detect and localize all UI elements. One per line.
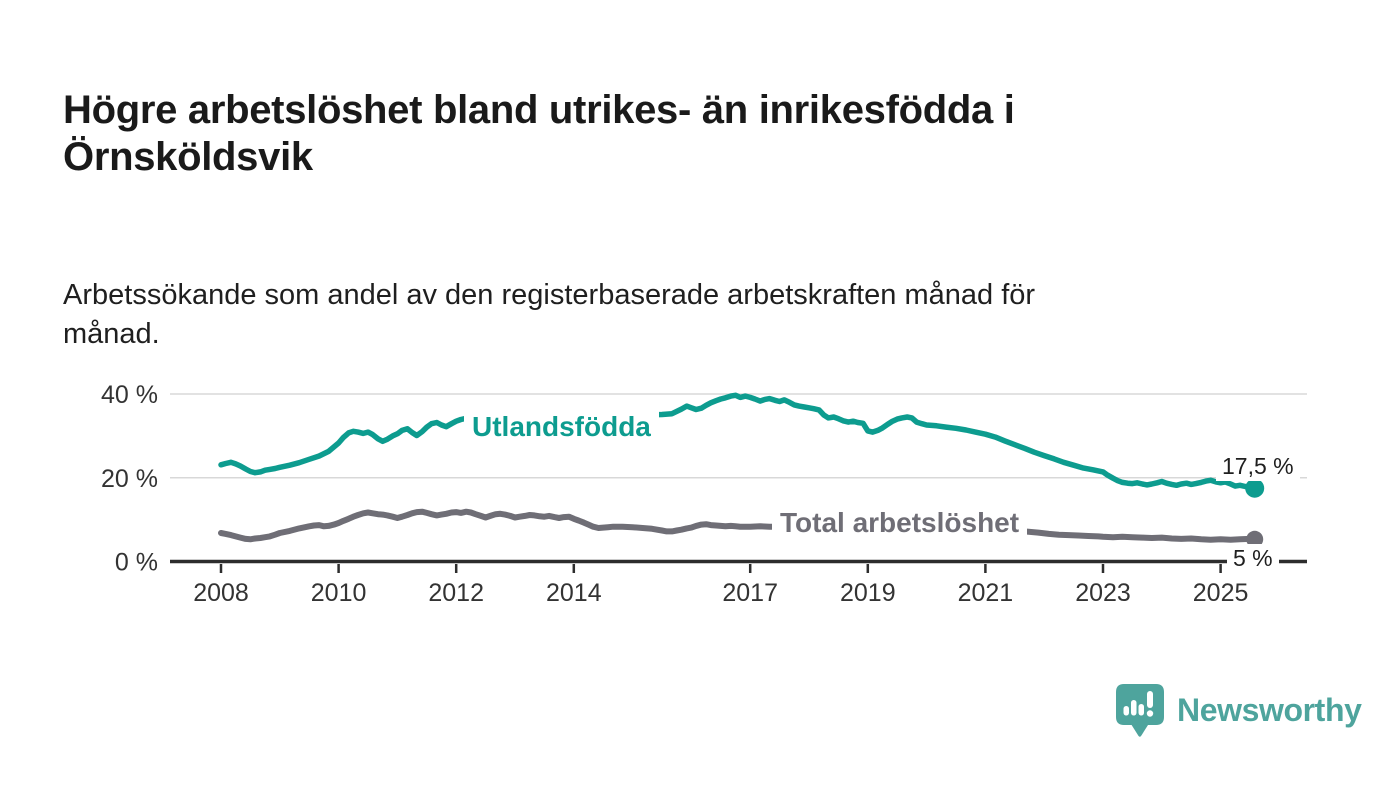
- end-value-label-total: 5 %: [1227, 544, 1279, 573]
- x-tick-label: 2014: [546, 579, 602, 607]
- series-line-0: [218, 392, 1258, 491]
- series-endpoint-dot-0: [1245, 478, 1265, 498]
- series-label-total-arbetsloshet: Total arbetslöshet: [772, 506, 1028, 540]
- bar-1: [1123, 706, 1129, 716]
- y-tick-label: 0 %: [115, 549, 158, 577]
- x-tick-label: 2023: [1075, 579, 1131, 607]
- x-tick-label: 2017: [722, 579, 778, 607]
- series-label-utlandsfodda: Utlandsfödda: [464, 410, 659, 444]
- newsworthy-icon: [1116, 684, 1164, 737]
- newsworthy-wordmark: Newsworthy: [1177, 692, 1362, 728]
- x-tick-label: 2025: [1193, 579, 1249, 607]
- newsworthy-logo: Newsworthy: [1114, 682, 1362, 739]
- x-tick-label: 2019: [840, 579, 896, 607]
- end-value-label-utlandsfodda: 17,5 %: [1216, 452, 1300, 481]
- x-tick-label: 2010: [311, 579, 367, 607]
- exclamation-bar: [1147, 691, 1153, 708]
- chart-subtitle: Arbetssökande som andel av den registerb…: [63, 279, 1036, 350]
- y-tick-label: 20 %: [101, 465, 158, 493]
- series-line-1: [218, 508, 1258, 543]
- series-endpoint-dot-1: [1246, 530, 1264, 548]
- exclamation-dot: [1146, 710, 1154, 717]
- x-tick-label: 2021: [958, 579, 1014, 607]
- x-tick-label: 2012: [428, 579, 484, 607]
- y-tick-label: 40 %: [101, 381, 158, 409]
- bar-3: [1138, 704, 1144, 716]
- x-tick-label: 2008: [193, 579, 249, 607]
- bar-2: [1131, 700, 1137, 716]
- page-title: Högre arbetslöshet bland utrikes- än inr…: [63, 87, 1015, 179]
